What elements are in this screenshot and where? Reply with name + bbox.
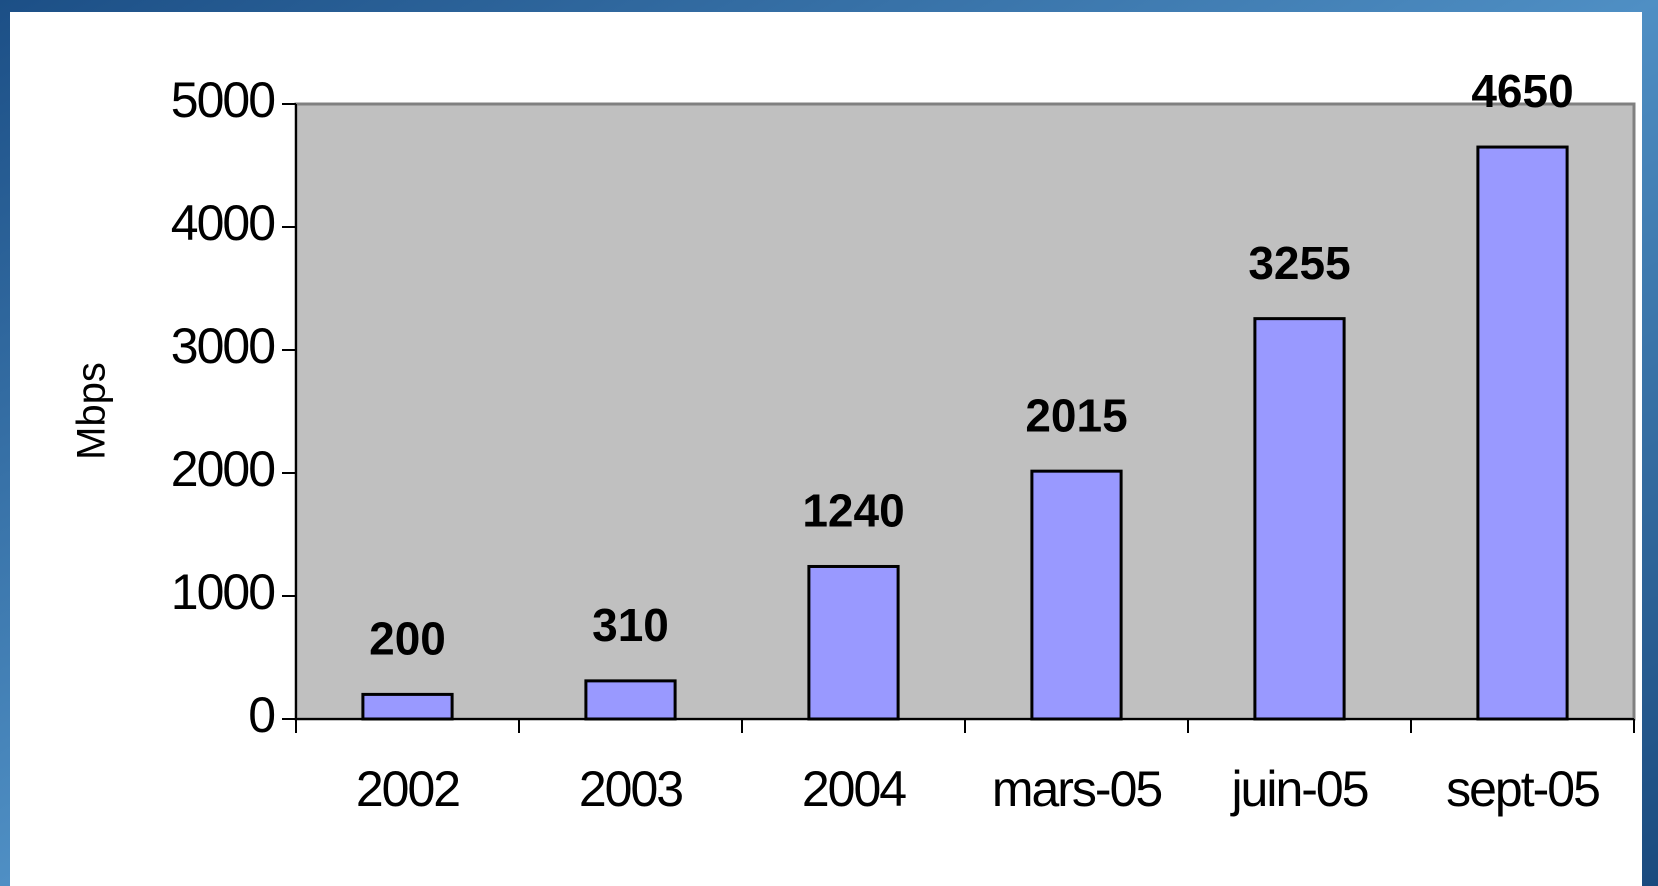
y-tick-label: 1000 [171, 564, 274, 620]
bar [1476, 145, 1569, 721]
x-tick-label: 2004 [802, 761, 906, 817]
bar [1030, 469, 1123, 721]
bar [361, 692, 454, 721]
x-tick-label: juin-05 [1229, 761, 1367, 817]
bar [807, 564, 900, 721]
data-label: 200 [369, 613, 446, 665]
x-tick-label: 2002 [356, 761, 459, 817]
data-label: 310 [592, 599, 669, 651]
data-label: 4650 [1471, 65, 1573, 117]
plot-area [294, 102, 1636, 721]
y-tick-label: 5000 [171, 72, 274, 128]
bar [584, 679, 677, 721]
y-tick-label: 3000 [171, 318, 274, 374]
y-axis-label: Mbps [70, 362, 114, 460]
x-tick-label: sept-05 [1446, 761, 1599, 817]
data-label: 3255 [1248, 237, 1350, 289]
y-tick-label: 0 [248, 687, 274, 743]
bar [1253, 317, 1346, 721]
y-tick-label: 2000 [171, 441, 274, 497]
x-tick-label: 2003 [579, 761, 682, 817]
data-label: 1240 [802, 485, 904, 537]
x-tick-label: mars-05 [992, 761, 1162, 817]
y-tick-label: 4000 [171, 195, 274, 251]
data-label: 2015 [1025, 389, 1127, 441]
